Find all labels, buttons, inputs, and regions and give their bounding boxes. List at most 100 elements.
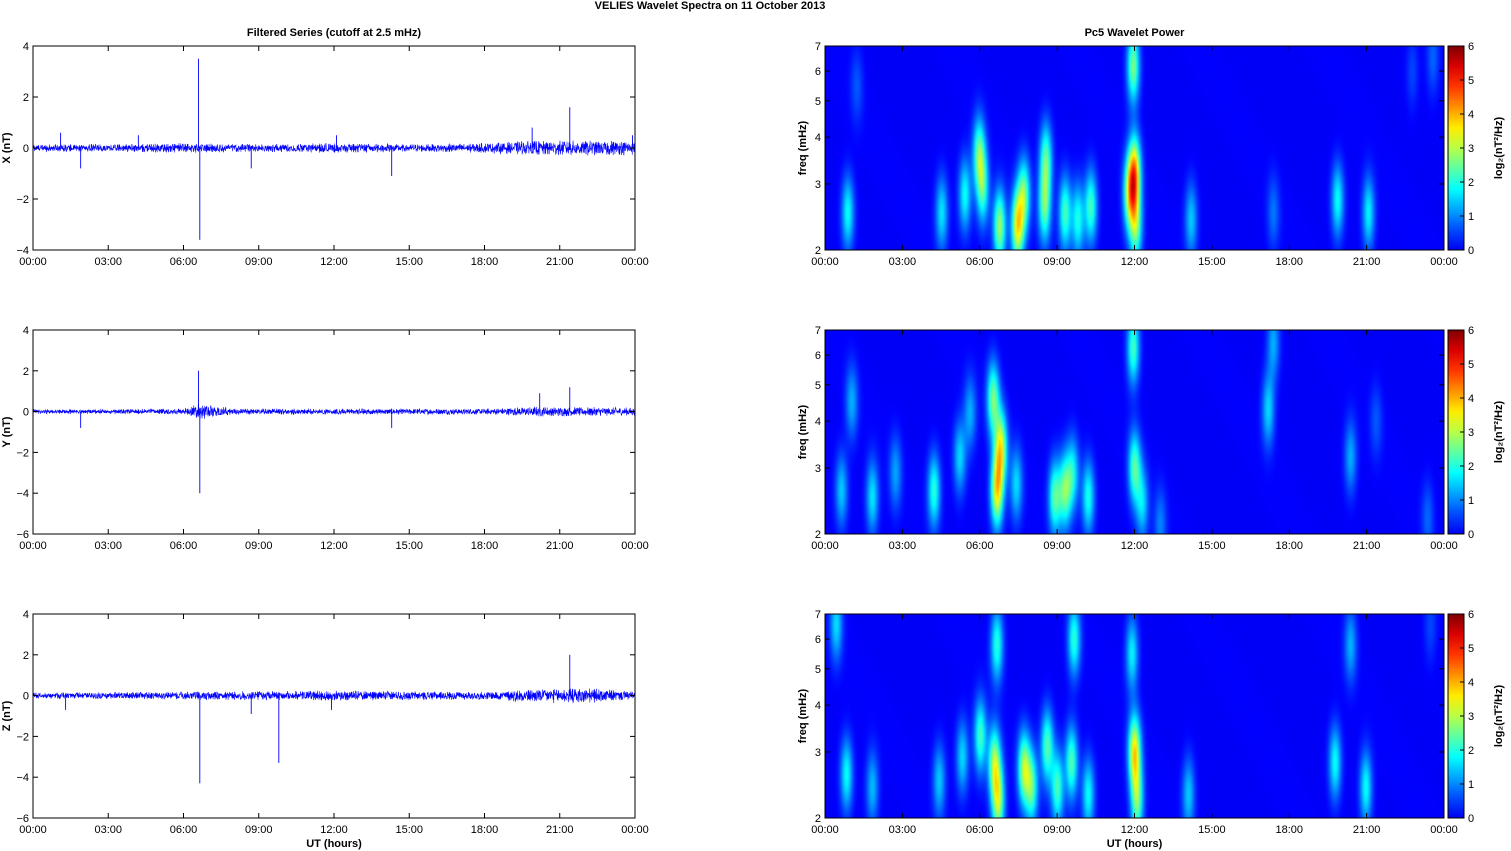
y-series-xtick-label-6: 18:00	[471, 540, 499, 552]
x-spectrum-ytick-label-4: 6	[815, 66, 821, 78]
z-series-xtick-label-4: 12:00	[320, 824, 348, 836]
z-series-trace	[32, 688, 636, 704]
x-spectrum-colorbar-tick-label-1: 1	[1468, 211, 1474, 223]
z-series-xtick-label-5: 15:00	[395, 824, 423, 836]
z-spectrum-colorbar-tick-label-0: 0	[1468, 813, 1474, 825]
y-series-ytick-label-4: 2	[23, 366, 29, 378]
z-spectrum-ytick-label-3: 5	[815, 664, 821, 676]
y-spectrum-xtick-label-4: 12:00	[1121, 540, 1149, 552]
x-series-xtick-label-6: 18:00	[471, 256, 499, 268]
y-series-xtick-label-4: 12:00	[320, 540, 348, 552]
z-spectrum-colorbar-tick-label-2: 2	[1468, 745, 1474, 757]
y-spectrum-ylabel: freq (mHz)	[797, 404, 809, 459]
x-series-ytick-label-0: −4	[16, 245, 29, 257]
y-spectrum-xtick-label-5: 15:00	[1198, 540, 1226, 552]
z-series-ytick-label-5: 4	[23, 609, 29, 621]
z-series-ytick-label-4: 2	[23, 650, 29, 662]
x-spectrum-xtick-label-3: 09:00	[1043, 256, 1071, 268]
y-spectrum-colorbar-label: log₂(nT²/Hz)	[1493, 401, 1505, 464]
y-series-chart: −6 −4 −2 0 2 4 Y (nT) 00:00 03:00 06:00 09:00 12:00…	[1, 325, 649, 552]
z-spectrum-xtick-label-7: 21:00	[1353, 824, 1381, 836]
x-series-trace	[32, 140, 636, 156]
x-series-xtick-label-7: 21:00	[546, 256, 574, 268]
x-spectrum-ytick-label-3: 5	[815, 96, 821, 108]
y-spectrum-colorbar-tick-label-0: 0	[1468, 529, 1474, 541]
y-series-xtick-label-0: 00:00	[19, 540, 47, 552]
x-spectrum-ytick-label-5: 7	[815, 41, 821, 53]
z-spectrum-xtick-label-5: 15:00	[1198, 824, 1226, 836]
y-spectrum-xtick-label-6: 18:00	[1275, 540, 1303, 552]
x-spectrum-colorbar-tick-label-6: 6	[1468, 41, 1474, 53]
z-series-ytick-label-0: −6	[16, 813, 29, 825]
z-series-ylabel: Z (nT)	[1, 700, 13, 731]
y-spectrum-heatmap	[825, 330, 1444, 534]
y-spectrum-colorbar-tick-label-1: 1	[1468, 495, 1474, 507]
y-spectrum-chart: 2 3 4 5 6 7 freq (mHz) 00:00 03:00 06:00 09:00 12:0…	[797, 325, 1505, 552]
x-spectrum-ytick-label-1: 3	[815, 179, 821, 191]
y-series-ytick-label-3: 0	[23, 407, 29, 419]
y-series-ylabel: Y (nT)	[1, 416, 13, 447]
x-spectrum-colorbar-tick-label-2: 2	[1468, 177, 1474, 189]
x-series-xtick-label-2: 06:00	[170, 256, 198, 268]
y-series-ytick-label-1: −4	[16, 488, 29, 500]
y-spectrum-ytick-label-5: 7	[815, 325, 821, 337]
x-spectrum-title: Pc5 Wavelet Power	[1085, 27, 1186, 39]
x-spectrum-xtick-label-8: 00:00	[1430, 256, 1458, 268]
z-spectrum-xlabel: UT (hours)	[1107, 838, 1163, 850]
y-series-xtick-label-7: 21:00	[546, 540, 574, 552]
x-series-ylabel: X (nT)	[1, 132, 13, 163]
x-spectrum-xtick-label-7: 21:00	[1353, 256, 1381, 268]
y-spectrum-xtick-label-2: 06:00	[966, 540, 994, 552]
y-spectrum-ytick-label-2: 4	[815, 416, 821, 428]
z-series-xtick-label-6: 18:00	[471, 824, 499, 836]
x-spectrum-ytick-label-0: 2	[815, 245, 821, 257]
z-series-xtick-label-1: 03:00	[94, 824, 122, 836]
x-spectrum-heatmap	[825, 46, 1444, 250]
y-spectrum-xtick-label-8: 00:00	[1430, 540, 1458, 552]
y-series-xtick-label-2: 06:00	[170, 540, 198, 552]
y-spectrum-ytick-label-3: 5	[815, 380, 821, 392]
z-series-xlabel: UT (hours)	[306, 838, 362, 850]
z-spectrum-colorbar-label: log₂(nT²/Hz)	[1493, 685, 1505, 748]
z-spectrum-ylabel: freq (mHz)	[797, 688, 809, 743]
y-spectrum-xtick-label-1: 03:00	[889, 540, 917, 552]
y-spectrum-ytick-label-0: 2	[815, 529, 821, 541]
z-spectrum-colorbar-tick-label-5: 5	[1468, 643, 1474, 655]
y-spectrum-colorbar-tick-label-5: 5	[1468, 359, 1474, 371]
z-series-chart: −6 −4 −2 0 2 4 Z (nT) 00:00 03:00 06:00 09:00 12:00…	[1, 609, 649, 850]
x-spectrum-ylabel: freq (mHz)	[797, 120, 809, 175]
x-series-ytick-label-4: 4	[23, 41, 29, 53]
x-spectrum-chart: 2 3 4 5 6 7 freq (mHz) 00:00 03:00 06:00 09:00 12:0…	[797, 27, 1505, 268]
z-spectrum-xtick-label-1: 03:00	[889, 824, 917, 836]
x-spectrum-xtick-label-4: 12:00	[1121, 256, 1149, 268]
x-spectrum-xtick-label-2: 06:00	[966, 256, 994, 268]
x-spectrum-colorbar-tick-label-0: 0	[1468, 245, 1474, 257]
z-series-xtick-label-3: 09:00	[245, 824, 273, 836]
y-series-xtick-label-1: 03:00	[94, 540, 122, 552]
y-spectrum-colorbar-tick-label-6: 6	[1468, 325, 1474, 337]
z-series-ytick-label-1: −4	[16, 772, 29, 784]
y-spectrum-colorbar-tick-label-2: 2	[1468, 461, 1474, 473]
z-series-xtick-label-8: 00:00	[621, 824, 649, 836]
z-series-xtick-label-7: 21:00	[546, 824, 574, 836]
y-spectrum-ytick-label-4: 6	[815, 350, 821, 362]
figure-title: VELIES Wavelet Spectra on 11 October 201…	[595, 0, 826, 12]
z-spectrum-xtick-label-0: 00:00	[811, 824, 839, 836]
z-series-xtick-label-2: 06:00	[170, 824, 198, 836]
y-spectrum-xtick-label-0: 00:00	[811, 540, 839, 552]
x-series-ytick-label-1: −2	[16, 194, 29, 206]
y-series-xtick-label-3: 09:00	[245, 540, 273, 552]
z-spectrum-xtick-label-2: 06:00	[966, 824, 994, 836]
y-spectrum-xtick-label-3: 09:00	[1043, 540, 1071, 552]
z-spectrum-ytick-label-1: 3	[815, 747, 821, 759]
x-spectrum-xtick-label-0: 00:00	[811, 256, 839, 268]
x-spectrum-xtick-label-1: 03:00	[889, 256, 917, 268]
z-spectrum-xtick-label-8: 00:00	[1430, 824, 1458, 836]
x-series-title: Filtered Series (cutoff at 2.5 mHz)	[247, 27, 422, 39]
x-series-xtick-label-0: 00:00	[19, 256, 47, 268]
y-series-ytick-label-0: −6	[16, 529, 29, 541]
y-spectrum-colorbar-tick-label-3: 3	[1468, 427, 1474, 439]
z-series-ytick-label-3: 0	[23, 691, 29, 703]
x-spectrum-colorbar-tick-label-5: 5	[1468, 75, 1474, 87]
